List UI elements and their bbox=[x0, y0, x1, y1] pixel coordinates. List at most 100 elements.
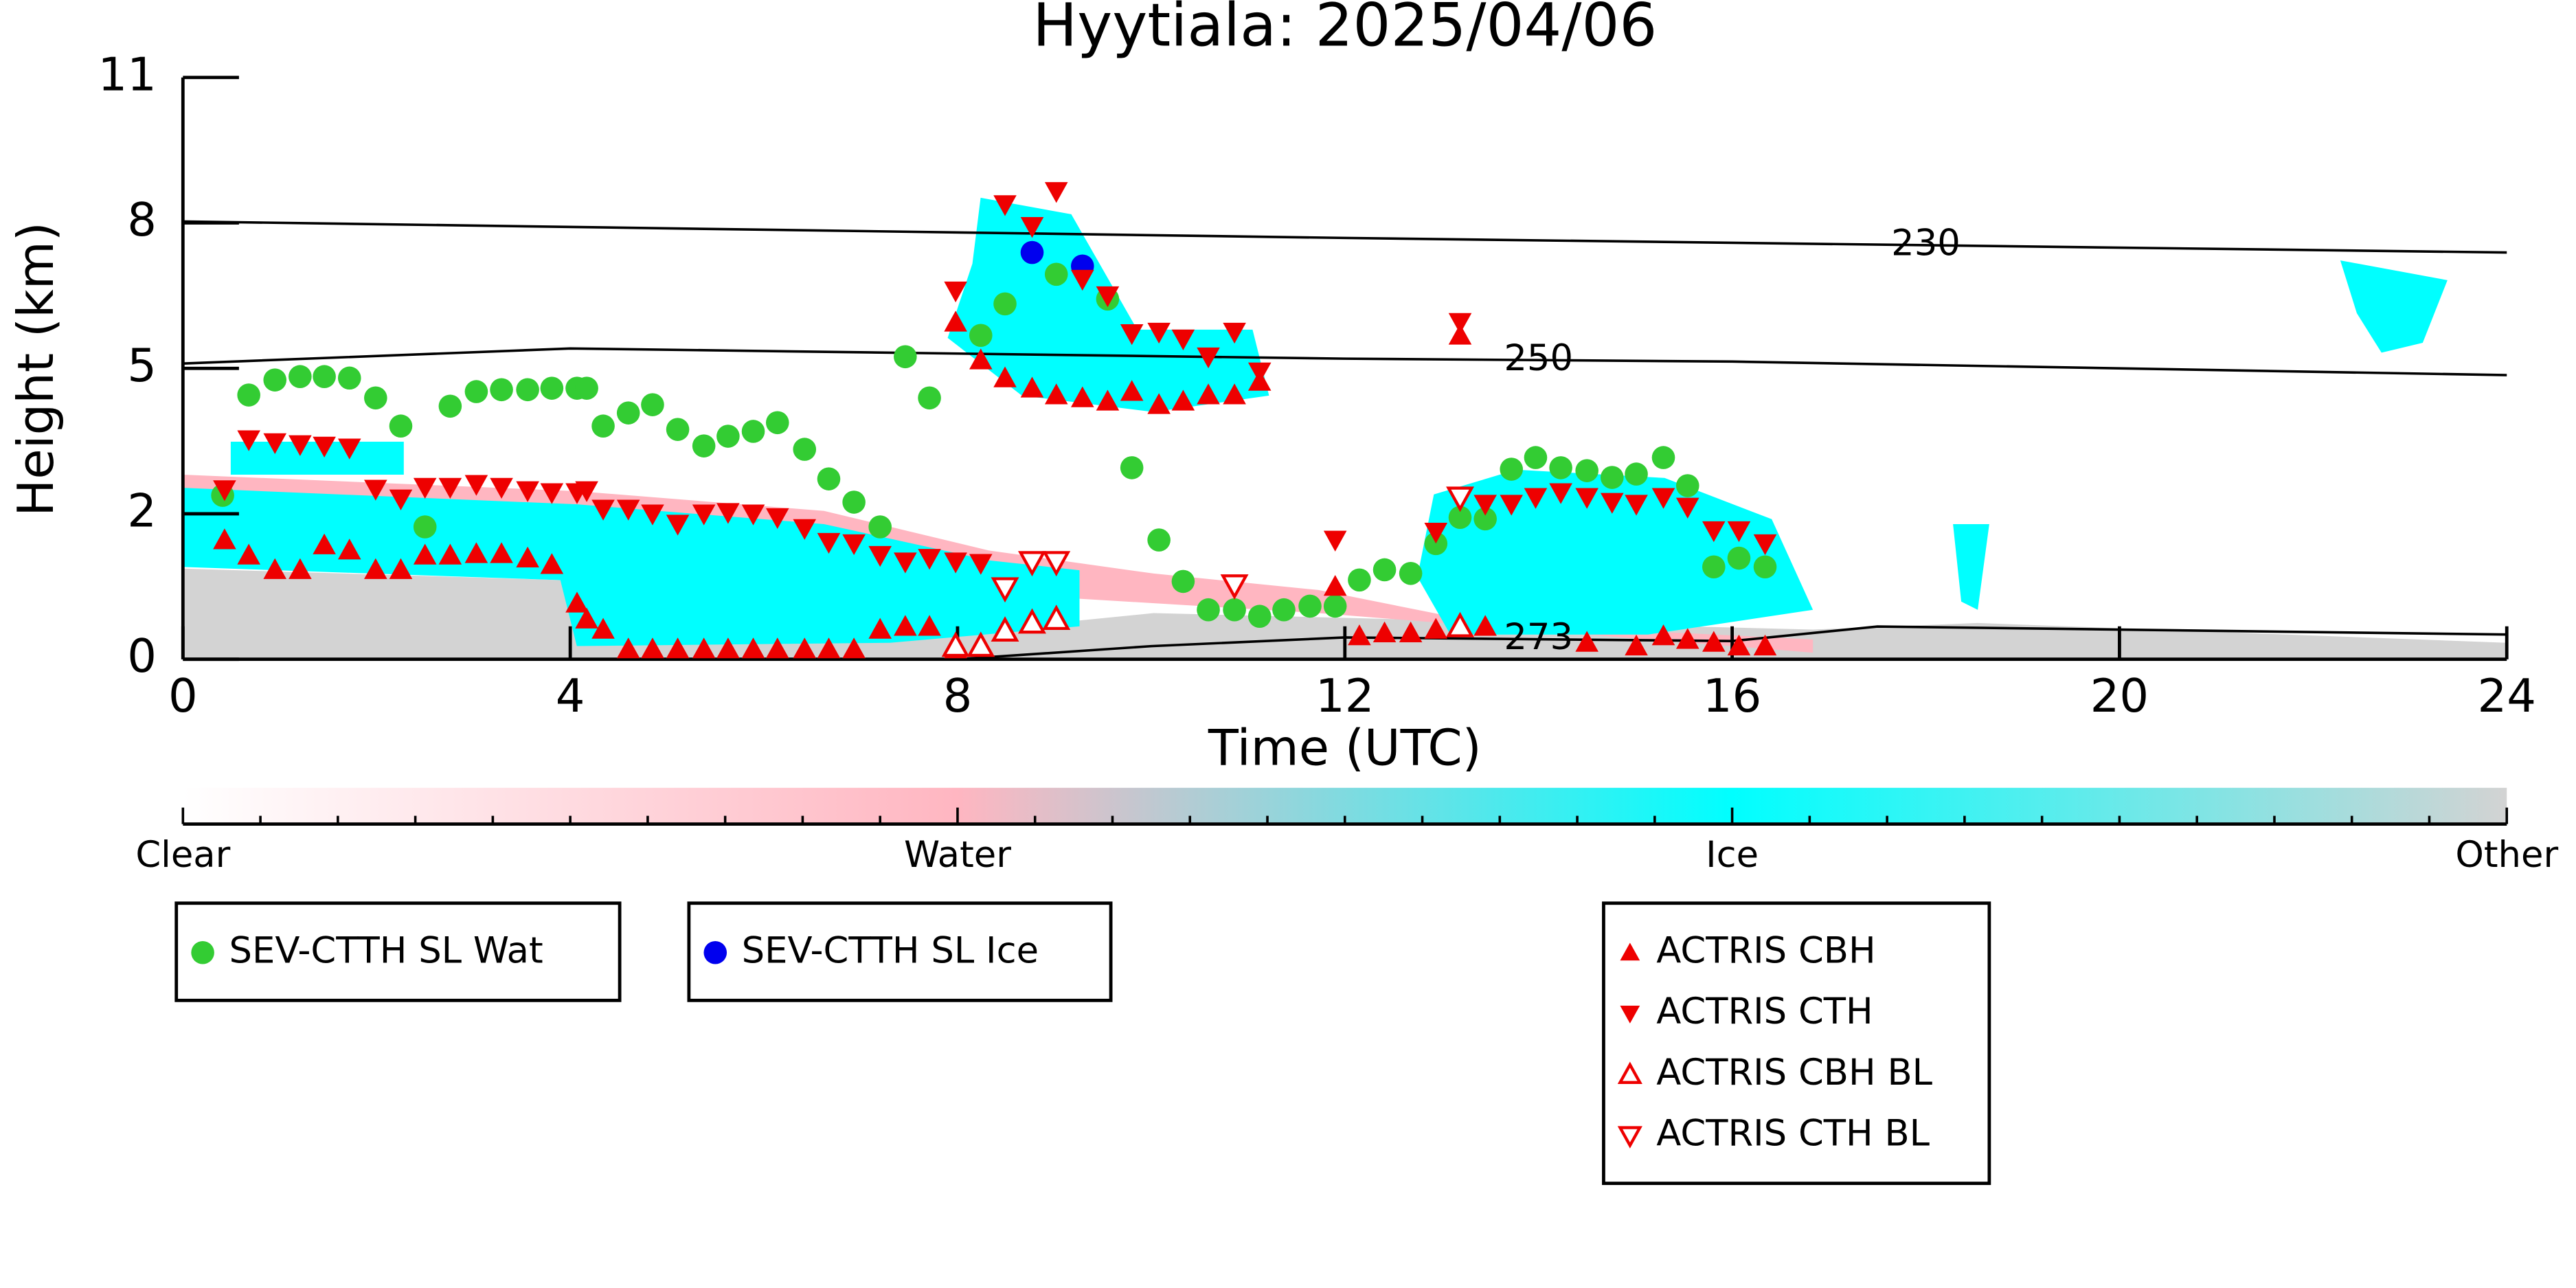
x-tick-label: 12 bbox=[1315, 669, 1374, 723]
point bbox=[793, 519, 817, 540]
point bbox=[1617, 1061, 1642, 1084]
point bbox=[1549, 456, 1572, 479]
point bbox=[413, 515, 437, 539]
point bbox=[313, 436, 336, 457]
x-tick-label: 20 bbox=[2090, 669, 2149, 723]
point bbox=[1448, 313, 1472, 334]
point bbox=[337, 438, 361, 460]
point bbox=[1120, 324, 1144, 346]
contour-line bbox=[957, 625, 2507, 661]
point bbox=[1753, 534, 1777, 556]
y-axis-label: Height (km) bbox=[7, 222, 65, 517]
x-axis-label: Time (UTC) bbox=[1208, 719, 1482, 777]
point bbox=[1473, 615, 1497, 636]
point bbox=[616, 637, 640, 659]
point bbox=[918, 615, 941, 636]
colorbar-label: Water bbox=[904, 834, 1011, 876]
point bbox=[918, 386, 941, 410]
point bbox=[1070, 386, 1094, 407]
contour-line bbox=[183, 347, 2507, 376]
point bbox=[741, 637, 765, 659]
mask-ice bbox=[183, 488, 1080, 646]
point bbox=[1424, 618, 1448, 639]
point bbox=[540, 553, 564, 574]
mask-ice bbox=[230, 441, 404, 475]
point bbox=[1171, 329, 1195, 350]
point bbox=[1042, 605, 1071, 631]
legend-box bbox=[1602, 901, 1991, 1186]
point bbox=[438, 394, 462, 418]
point bbox=[817, 637, 841, 659]
point bbox=[364, 558, 387, 579]
point bbox=[516, 481, 539, 502]
point bbox=[1702, 631, 1726, 652]
point bbox=[1424, 522, 1448, 544]
legend-box bbox=[174, 901, 622, 1002]
point bbox=[289, 435, 312, 456]
point bbox=[944, 310, 967, 332]
point bbox=[641, 393, 664, 416]
point bbox=[1348, 624, 1371, 646]
point bbox=[1044, 182, 1068, 203]
point bbox=[289, 558, 312, 579]
point bbox=[1348, 568, 1371, 592]
point bbox=[1197, 347, 1220, 369]
contour-label: 230 bbox=[1891, 223, 1961, 264]
point bbox=[765, 637, 789, 659]
point bbox=[868, 545, 892, 567]
x-tick-label: 0 bbox=[168, 669, 198, 723]
point bbox=[716, 503, 740, 524]
point bbox=[793, 438, 817, 461]
point bbox=[1651, 624, 1675, 646]
point bbox=[1120, 380, 1144, 401]
point bbox=[1096, 389, 1120, 411]
point bbox=[1247, 605, 1272, 629]
point bbox=[1651, 488, 1675, 509]
point bbox=[575, 481, 598, 502]
point bbox=[1399, 621, 1423, 643]
point bbox=[438, 543, 462, 565]
point bbox=[591, 499, 615, 521]
point bbox=[1473, 495, 1497, 516]
point bbox=[1651, 446, 1675, 469]
point bbox=[1147, 528, 1171, 552]
point bbox=[237, 430, 260, 451]
point bbox=[289, 365, 312, 389]
contour-label: 273 bbox=[1504, 616, 1573, 658]
point bbox=[1727, 546, 1751, 570]
point bbox=[918, 549, 941, 570]
point bbox=[591, 618, 615, 639]
point bbox=[1617, 1126, 1642, 1149]
point bbox=[944, 552, 967, 574]
point bbox=[969, 554, 993, 575]
legend-label: SEV-CTTH SL Ice bbox=[742, 929, 1039, 971]
point bbox=[1042, 551, 1071, 577]
point bbox=[1620, 942, 1640, 961]
legend-label: ACTRIS CTH bbox=[1656, 991, 1873, 1032]
legend-box bbox=[687, 901, 1113, 1002]
point bbox=[1702, 555, 1726, 579]
point bbox=[1446, 611, 1474, 637]
point bbox=[741, 420, 765, 443]
point bbox=[237, 543, 260, 565]
point bbox=[1197, 383, 1220, 405]
point bbox=[1727, 521, 1751, 543]
point bbox=[1473, 507, 1497, 531]
mask-ice bbox=[2340, 260, 2448, 353]
point bbox=[1424, 532, 1448, 556]
point bbox=[842, 637, 866, 659]
point bbox=[1171, 569, 1195, 594]
legend-label: ACTRIS CBH BL bbox=[1656, 1052, 1932, 1094]
point bbox=[464, 380, 488, 403]
point bbox=[1625, 462, 1648, 486]
contour-line bbox=[183, 220, 2507, 254]
x-tick-label: 16 bbox=[1703, 669, 1761, 723]
point bbox=[1620, 1006, 1640, 1024]
point bbox=[490, 477, 513, 499]
x-tick-label: 24 bbox=[2477, 669, 2535, 723]
point bbox=[1223, 383, 1246, 405]
point bbox=[817, 467, 841, 490]
point bbox=[894, 552, 917, 574]
point bbox=[1220, 574, 1249, 600]
